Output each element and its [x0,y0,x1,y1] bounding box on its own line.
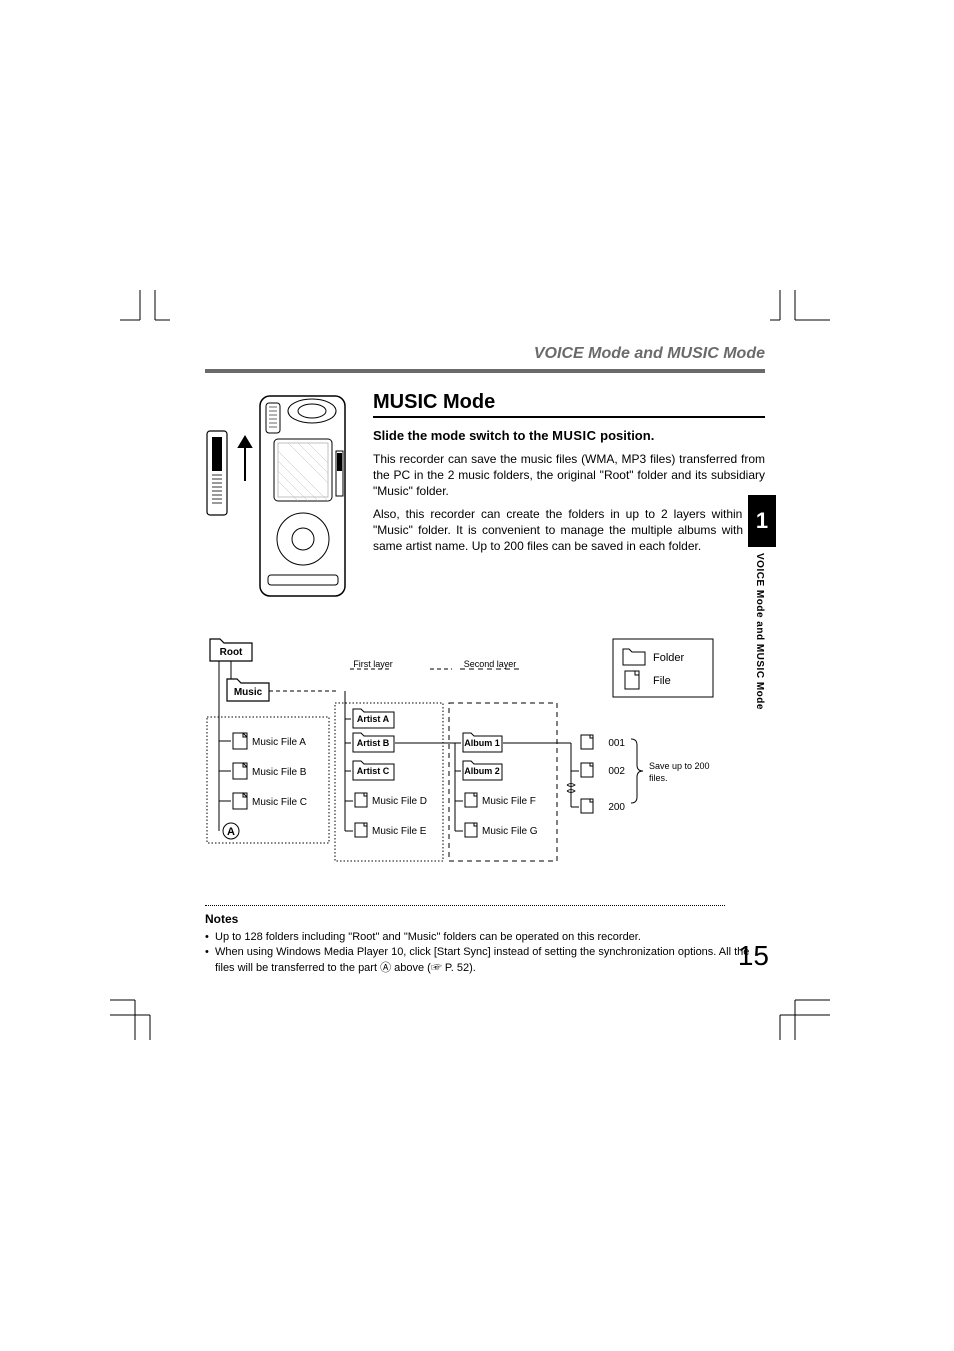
diagram-root-file-b: Music File B [252,767,307,778]
legend-file: File [653,675,671,687]
diagram-circled-a: A [227,826,235,838]
chapter-number: 1 [748,495,776,547]
diagram-save-note-2: files. [649,773,668,783]
notes-heading: Notes [205,912,765,926]
legend-folder: Folder [653,652,685,664]
diagram-music: Music [234,687,263,698]
instruction-post: position. [597,428,655,443]
diagram-root-file-c: Music File C [252,797,307,808]
crop-mark-tr [770,290,830,330]
diagram-root-file-a: Music File A [252,737,306,748]
diagram-l1-file-d: Music File D [372,796,427,807]
note-item-1: Up to 128 folders including "Root" and "… [205,930,765,945]
diagram-file-001: 001 [608,738,625,749]
diagram-file-002: 002 [608,766,625,777]
diagram-album-1: Album 1 [464,738,500,748]
diagram-save-note-1: Save up to 200 [649,761,710,771]
diagram-artist-a: Artist A [357,714,390,724]
diagram-l2-file-f: Music File F [482,796,536,807]
diagram-album-2: Album 2 [464,766,500,776]
diagram-second-layer-label: Second layer [464,659,517,669]
chapter-tab: 1 VOICE Mode and MUSIC Mode [748,495,776,710]
diagram-artist-b: Artist B [357,738,390,748]
diagram-artist-c: Artist C [357,766,390,776]
head-rule [205,369,765,373]
crop-mark-br [770,990,830,1040]
note-item-2: When using Windows Media Player 10, clic… [205,945,765,976]
body-para-2: Also, this recorder can create the folde… [373,506,765,555]
diagram-root: Root [220,647,243,658]
page-number: 15 [738,940,769,972]
crop-mark-bl [110,990,170,1040]
folder-diagram: Root Music Music File A Music File B Mus… [205,631,735,881]
device-illustration: MUSIC VOICE [205,391,355,601]
page-content: VOICE Mode and MUSIC Mode MUSIC VOIC [205,345,765,976]
crop-mark-tl [120,290,170,330]
instruction-mode: MUSIC [552,428,596,443]
notes-list: Up to 128 folders including "Root" and "… [205,930,765,976]
section-title: MUSIC Mode [373,391,765,418]
diagram-file-200: 200 [608,802,625,813]
diagram-first-layer-label: First layer [353,659,393,669]
instruction-pre: Slide the mode switch to the [373,428,552,443]
chapter-label: VOICE Mode and MUSIC Mode [754,553,765,710]
instruction: Slide the mode switch to the MUSIC posit… [373,428,765,443]
notes-divider [205,905,725,906]
diagram-l1-file-e: Music File E [372,826,427,837]
running-head: VOICE Mode and MUSIC Mode [205,345,765,367]
body-para-1: This recorder can save the music files (… [373,451,765,500]
diagram-l2-file-g: Music File G [482,826,538,837]
